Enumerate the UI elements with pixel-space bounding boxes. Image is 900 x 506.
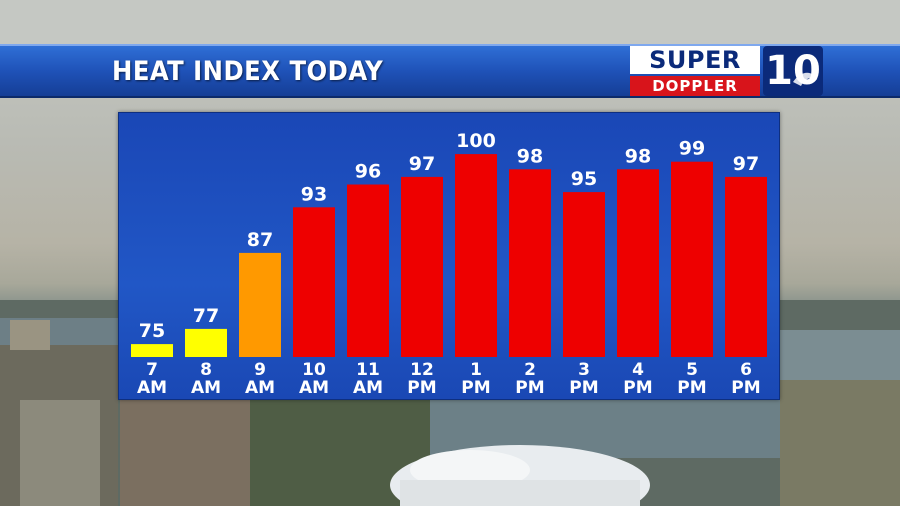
value-label: 96 <box>355 161 381 183</box>
x-tick-period: PM <box>515 378 544 398</box>
value-label: 97 <box>409 153 435 175</box>
x-tick-period: PM <box>731 378 760 398</box>
bar-1-pm <box>455 154 497 357</box>
value-label: 100 <box>456 130 496 152</box>
bar-5-pm <box>671 161 713 357</box>
x-tick-period: PM <box>677 378 706 398</box>
bar-3-pm <box>563 192 605 357</box>
value-label: 87 <box>247 229 273 251</box>
x-tick-hour: 7 <box>146 360 158 380</box>
x-tick-hour: 12 <box>410 360 434 380</box>
x-tick-hour: 9 <box>254 360 266 380</box>
x-tick-period: AM <box>353 378 383 398</box>
value-label: 97 <box>733 153 759 175</box>
value-label: 93 <box>301 183 327 205</box>
bar-9-am <box>239 252 281 357</box>
value-label: 99 <box>679 138 705 160</box>
x-tick-period: AM <box>245 378 275 398</box>
x-tick-hour: 3 <box>578 360 590 380</box>
bar-6-pm <box>725 176 767 357</box>
x-tick-period: PM <box>623 378 652 398</box>
x-tick-hour: 11 <box>356 360 380 380</box>
value-label: 98 <box>517 145 543 167</box>
value-label: 77 <box>193 305 219 327</box>
bar-4-pm <box>617 169 659 357</box>
x-tick-period: AM <box>299 378 329 398</box>
x-tick-hour: 1 <box>470 360 482 380</box>
value-label: 95 <box>571 168 597 190</box>
bar-2-pm <box>509 169 551 357</box>
x-tick-hour: 5 <box>686 360 698 380</box>
x-tick-period: PM <box>461 378 490 398</box>
station-logo: SUPER DOPPLER 10 <box>630 46 828 98</box>
x-tick-hour: 8 <box>200 360 212 380</box>
x-tick-period: AM <box>137 378 167 398</box>
page-title: HEAT INDEX TODAY <box>112 56 384 87</box>
bar-12-pm <box>401 176 443 357</box>
logo-line2: DOPPLER <box>630 76 760 96</box>
bar-8-am <box>185 328 227 357</box>
logo-line1: SUPER <box>630 46 760 74</box>
x-tick-hour: 10 <box>302 360 326 380</box>
chart-panel: 75 7 AM 77 8 AM 87 9 AM 93 10 AM 96 11 AM 97 12 PM 100 1 PM 9… <box>118 112 780 400</box>
logo-mark: 10 <box>763 46 823 96</box>
value-label: 75 <box>139 320 165 342</box>
x-tick-period: PM <box>407 378 436 398</box>
value-label: 98 <box>625 145 651 167</box>
heat-index-bar-chart: 757AM778AM879AM9310AM9611AM9712PM1001PM9… <box>131 130 767 398</box>
x-tick-period: PM <box>569 378 598 398</box>
x-tick-period: AM <box>191 378 221 398</box>
logo-number: 10 <box>765 48 821 94</box>
x-tick-hour: 6 <box>740 360 752 380</box>
x-tick-hour: 4 <box>632 360 644 380</box>
bar-10-am <box>293 207 335 357</box>
bar-7-am <box>131 344 173 357</box>
x-tick-hour: 2 <box>524 360 536 380</box>
bar-11-am <box>347 184 389 357</box>
